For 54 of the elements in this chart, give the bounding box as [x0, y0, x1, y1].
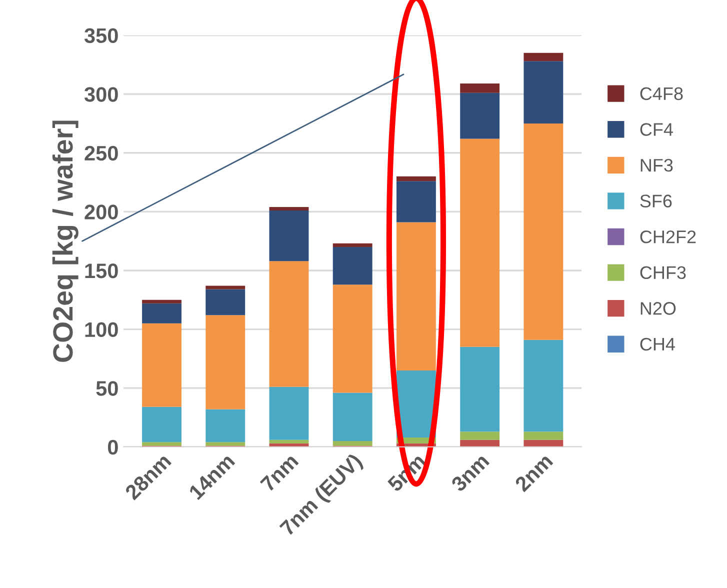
bar	[206, 315, 246, 410]
bar	[524, 61, 564, 124]
bar	[524, 340, 564, 432]
y-axis-title: CO2eq [kg / wafer]	[52, 120, 78, 362]
y-tick-label: 350	[84, 28, 118, 44]
bar	[524, 440, 564, 447]
x-tick-label: 7nm	[260, 453, 299, 492]
legend-label: CF4	[640, 123, 673, 136]
bar	[332, 246, 372, 285]
y-tick-label: 100	[85, 322, 118, 338]
bar	[460, 138, 500, 347]
bar	[269, 261, 309, 387]
y-tick-label: 50	[96, 381, 118, 396]
bar	[142, 300, 182, 304]
bar	[460, 346, 500, 432]
y-tick-label: 0	[108, 440, 118, 455]
bar	[524, 123, 564, 340]
y-tick-label: 150	[85, 263, 118, 278]
bar	[460, 92, 500, 139]
bar	[269, 206, 309, 211]
bar	[524, 432, 564, 440]
bar	[332, 392, 372, 441]
legend-label: N2O	[640, 302, 676, 315]
y-tick-label: 300	[84, 87, 118, 102]
bar	[206, 409, 246, 442]
bar	[332, 243, 372, 247]
bar	[460, 440, 500, 447]
bar	[332, 284, 372, 393]
bar	[206, 286, 246, 290]
legend-label: NF3	[640, 158, 673, 172]
bar	[142, 303, 182, 324]
y-tick-label: 250	[84, 146, 118, 161]
bar	[332, 441, 372, 446]
bar	[460, 83, 500, 93]
legend-label: C4F8	[640, 87, 683, 100]
bar	[269, 210, 309, 262]
x-tick-label: 3nm	[450, 453, 490, 493]
bar	[142, 406, 182, 442]
bar	[269, 386, 309, 440]
bar	[396, 176, 436, 182]
bar	[142, 323, 182, 407]
legend-label: CH4	[640, 338, 675, 351]
bar	[396, 222, 436, 370]
bar	[206, 289, 246, 316]
legend-label: CH2F2	[640, 230, 696, 244]
bar	[269, 440, 309, 444]
bar	[396, 181, 436, 222]
bar	[142, 442, 182, 446]
legend-label: CHF3	[640, 266, 686, 280]
bar	[206, 442, 246, 446]
legend-label: SF6	[640, 194, 672, 208]
bar	[524, 52, 564, 62]
bar	[460, 432, 500, 440]
y-tick-label: 200	[84, 204, 118, 220]
